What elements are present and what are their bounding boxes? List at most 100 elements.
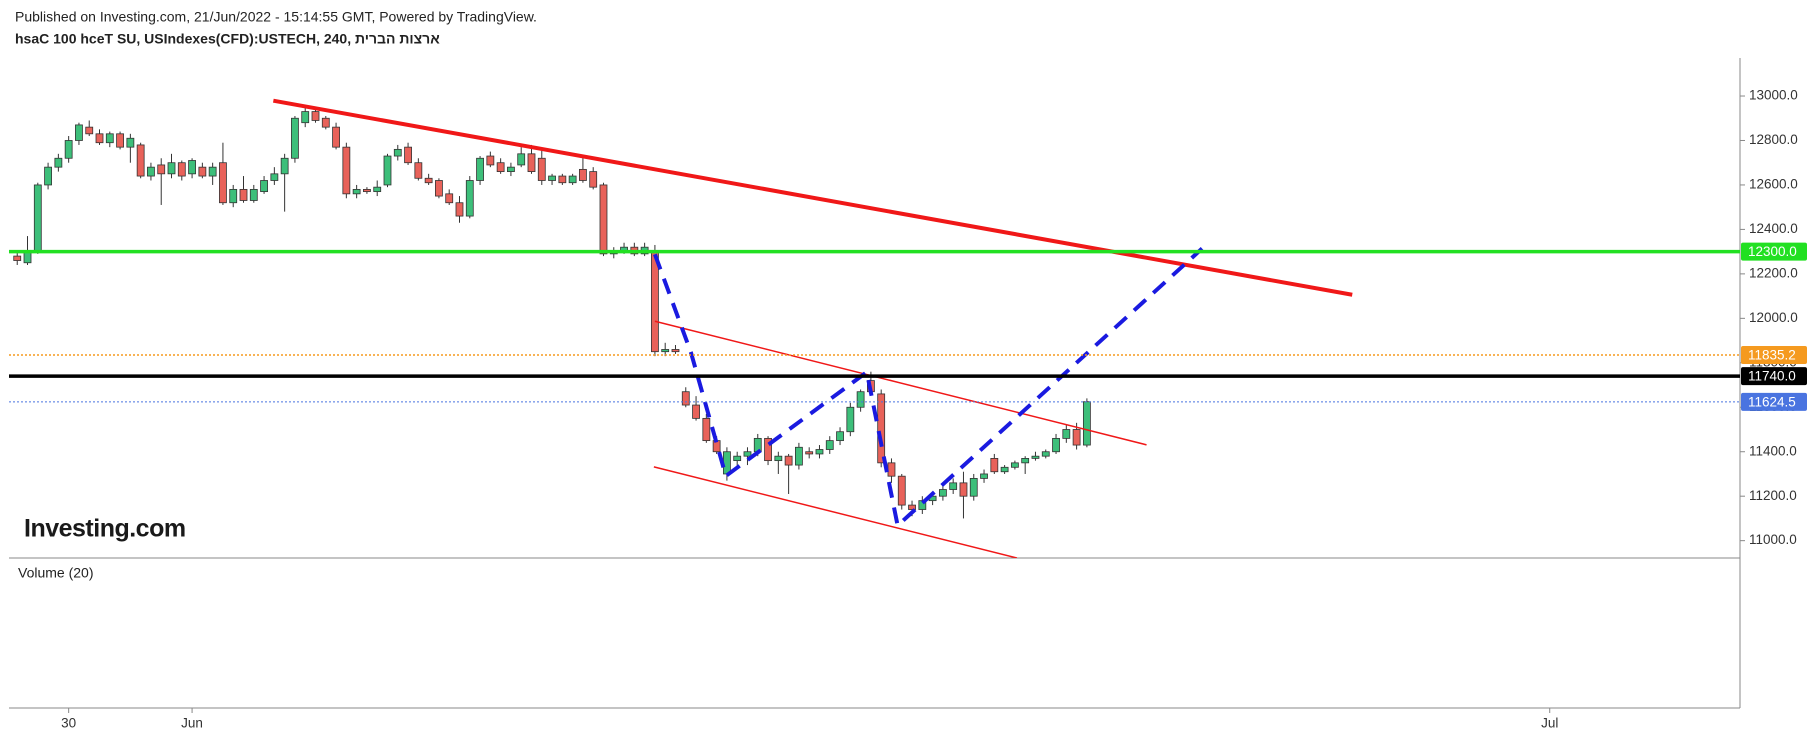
candle-body [661, 349, 670, 353]
candle-body [54, 157, 63, 168]
candle-body [990, 458, 999, 473]
candle-body [414, 162, 423, 179]
candle-body [743, 451, 752, 457]
candle-body [352, 188, 361, 195]
candle-body [908, 504, 916, 510]
candle-body [815, 449, 824, 455]
candle-body [188, 160, 196, 175]
candle-body [558, 175, 567, 184]
x-tick-label: Jun [181, 716, 203, 731]
candle-body [1062, 429, 1071, 439]
candle-body [589, 171, 598, 188]
candle-body [681, 391, 690, 406]
trendline [653, 247, 1204, 530]
candle-body [723, 451, 731, 475]
price-level-label: 12300.0 [1748, 244, 1797, 259]
candle-body [887, 462, 896, 477]
candle-body [486, 155, 495, 166]
candle-body [147, 166, 155, 177]
candle-body [311, 111, 320, 121]
candle-body [332, 126, 340, 148]
candle-body [383, 155, 392, 186]
candle-body [465, 180, 474, 217]
candle-body [795, 446, 803, 466]
candle-body [249, 188, 258, 201]
candle-body [753, 437, 762, 453]
candle-body [363, 188, 371, 193]
y-tick-label: 12200.0 [1749, 265, 1798, 280]
candle-body [75, 124, 83, 141]
candle-body [548, 175, 556, 181]
candle-body [1041, 451, 1050, 457]
chart-subtitle: ארצות הברית ,hsaC 100 hceT SU, USIndexes… [15, 31, 440, 47]
candle-body [969, 478, 978, 497]
candle-body [877, 393, 886, 464]
candle-body [805, 451, 814, 455]
candle-body [1000, 466, 1009, 473]
price-level-box [1741, 392, 1807, 411]
candle-body [856, 391, 865, 408]
candle-body [599, 184, 608, 255]
candle-body [568, 175, 577, 184]
candle-body [980, 473, 988, 479]
candle-body [136, 144, 145, 177]
price-level-label: 11740.0 [1748, 369, 1796, 384]
candle-body [424, 177, 433, 184]
candle-body [321, 117, 330, 128]
candle-body [897, 475, 906, 506]
candle-body [959, 482, 968, 497]
price-level-label: 11835.2 [1748, 348, 1796, 363]
candle-body [836, 431, 844, 442]
y-tick-label: 11000.0 [1749, 532, 1797, 547]
candle-body [764, 437, 772, 462]
candle-body [157, 164, 166, 175]
candle-body [476, 157, 484, 181]
candle-body [229, 188, 238, 204]
candle-body [177, 162, 186, 177]
candle-body [938, 489, 947, 497]
candle-body [825, 440, 834, 450]
volume-pane-label: Volume (20) [18, 565, 93, 581]
candle-body [692, 404, 700, 419]
candle-body [105, 133, 114, 144]
candle-body [260, 180, 268, 193]
chart-title: Published on Investing.com, 21/Jun/2022 … [15, 9, 537, 25]
candle-body [393, 148, 402, 157]
candle-body [784, 455, 793, 466]
candle-body [579, 168, 587, 181]
candle-body [239, 188, 248, 201]
candle-body [445, 193, 454, 204]
candle-body [13, 255, 22, 261]
candle-body [64, 140, 73, 159]
y-tick-label: 12400.0 [1749, 221, 1798, 236]
candle-body [1021, 458, 1030, 464]
candle-body [527, 153, 536, 173]
y-tick-label: 11400.0 [1749, 443, 1797, 458]
candle-body [1072, 429, 1081, 446]
candle-body [198, 166, 207, 177]
candle-body [537, 157, 546, 181]
candle-body [44, 166, 52, 186]
candle-body [507, 166, 515, 173]
price-level-box [1741, 345, 1807, 364]
candle-body [455, 202, 464, 217]
candle-body [517, 153, 526, 166]
y-tick-label: 12600.0 [1749, 177, 1798, 192]
price-level-box [1741, 242, 1807, 261]
candle-body [126, 137, 135, 148]
candle-body [702, 417, 711, 442]
candle-body [270, 173, 279, 181]
candle-body [342, 146, 351, 195]
candle-body [167, 162, 176, 175]
price-level-label: 11624.5 [1748, 394, 1796, 409]
candle-body [435, 180, 443, 197]
logo: Investing.com [24, 515, 186, 543]
candle-body [33, 184, 42, 253]
y-tick-label: 12000.0 [1749, 310, 1798, 325]
candle-body [1031, 455, 1040, 459]
candle-body [85, 126, 94, 135]
y-tick-label: 13000.0 [1749, 88, 1798, 103]
candle-body [846, 406, 855, 433]
plot-area [13, 98, 1353, 558]
